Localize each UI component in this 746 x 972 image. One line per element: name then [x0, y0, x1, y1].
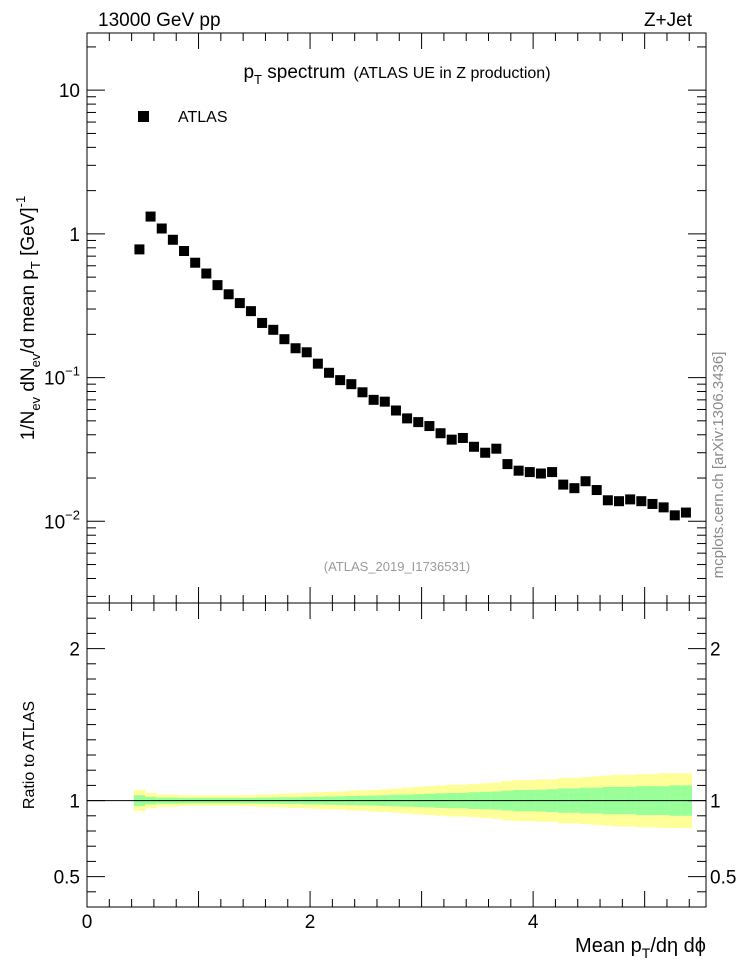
data-point: [480, 447, 491, 458]
data-point: [558, 479, 569, 490]
data-point: [524, 467, 535, 478]
x-tick-label: 4: [528, 912, 539, 933]
data-point: [357, 387, 368, 398]
data-point: [446, 434, 457, 445]
side-label: mcplots.cern.ch [arXiv:1306.3436]: [710, 352, 727, 579]
data-point: [569, 483, 580, 494]
ratio-y-tick-label-right: 2: [710, 640, 721, 661]
data-point: [134, 244, 145, 255]
y-axis-label: 1/Nev dNev/d mean pT [GeV]-1: [13, 196, 43, 441]
header-right: Z+Jet: [644, 10, 693, 31]
data-point: [402, 413, 413, 424]
data-point: [190, 257, 201, 268]
data-point: [457, 432, 468, 443]
data-point: [201, 268, 212, 279]
data-point: [647, 498, 658, 509]
legend-marker-atlas: [138, 111, 149, 122]
data-point: [179, 246, 190, 257]
data-point: [435, 428, 446, 439]
x-axis-label: Mean pT/dη dϕ: [575, 935, 706, 961]
data-point: [614, 496, 625, 507]
data-point: [491, 443, 502, 454]
chart-subtitle: (ATLAS UE in Z production): [353, 65, 550, 82]
ratio-y-tick-label-right: 1: [710, 792, 721, 813]
ratio-y-axis-label: Ratio to ATLAS: [21, 701, 38, 809]
data-point: [591, 485, 602, 496]
x-tick-label: 2: [305, 912, 316, 933]
data-point: [658, 502, 669, 513]
data-point: [424, 421, 435, 432]
data-point: [279, 334, 290, 345]
data-point: [368, 394, 379, 405]
data-point: [413, 417, 424, 428]
data-point: [469, 441, 480, 452]
title-rest: spectrum: [262, 62, 345, 83]
main-y-tick-label: 1: [69, 225, 80, 246]
data-point: [335, 375, 346, 386]
ratio-panel: 2 2 1 1 0.5 0.5 0 2 4 Ratio to ATLAS Mean pT/dη…: [21, 602, 737, 961]
data-point: [390, 405, 401, 416]
data-point: [245, 306, 256, 317]
data-point: [625, 494, 636, 505]
data-point: [145, 211, 156, 222]
ratio-y-tick-label: 0.5: [54, 868, 80, 889]
ratio-axis-ticks: [86, 603, 706, 907]
analysis-label: (ATLAS_2019_I1736531): [324, 559, 470, 574]
data-points: [134, 211, 691, 521]
main-y-tick-label: 10−2: [44, 507, 80, 533]
legend-label-atlas: ATLAS: [178, 109, 228, 126]
data-point: [312, 358, 323, 369]
ratio-y-tick-label: 2: [69, 640, 80, 661]
ratio-y-tick-label-right: 0.5: [710, 868, 736, 889]
ratio-y-tick-labels: 2 2 1 1 0.5 0.5: [54, 640, 737, 889]
data-point: [602, 495, 613, 506]
data-point: [580, 476, 591, 487]
data-point: [290, 343, 301, 354]
data-point: [513, 465, 524, 476]
main-axis-ticks: [86, 33, 706, 603]
main-y-tick-labels: 10 1 10−1 10−2: [44, 81, 80, 533]
header-left: 13000 GeV pp: [98, 10, 221, 31]
main-y-tick-label: 10−1: [44, 364, 80, 390]
title-p: p: [243, 62, 254, 83]
data-point: [301, 347, 312, 358]
data-point: [379, 396, 390, 407]
title-sub: T: [254, 72, 262, 87]
data-point: [212, 280, 223, 291]
data-point: [547, 467, 558, 478]
ratio-y-tick-label: 1: [69, 792, 80, 813]
main-panel: 10 1 10−1 10−2 pT spectrum (ATLAS UE in Z pr…: [13, 32, 707, 604]
data-point: [680, 507, 691, 518]
ratio-frame: [86, 602, 707, 908]
data-point: [257, 317, 268, 328]
data-point: [535, 468, 546, 479]
data-point: [167, 234, 178, 245]
data-point: [346, 379, 357, 390]
data-point: [234, 298, 245, 309]
data-point: [502, 459, 513, 470]
x-tick-label: 0: [82, 912, 93, 933]
data-point: [223, 289, 234, 300]
data-point: [324, 367, 335, 378]
data-point: [268, 324, 279, 335]
main-y-tick-label: 10: [59, 81, 80, 102]
chart-title: pT spectrum (ATLAS UE in Z production): [243, 62, 550, 87]
data-point: [669, 510, 680, 521]
x-tick-labels: 0 2 4: [82, 912, 539, 933]
data-point: [156, 223, 167, 234]
data-point: [636, 496, 647, 507]
